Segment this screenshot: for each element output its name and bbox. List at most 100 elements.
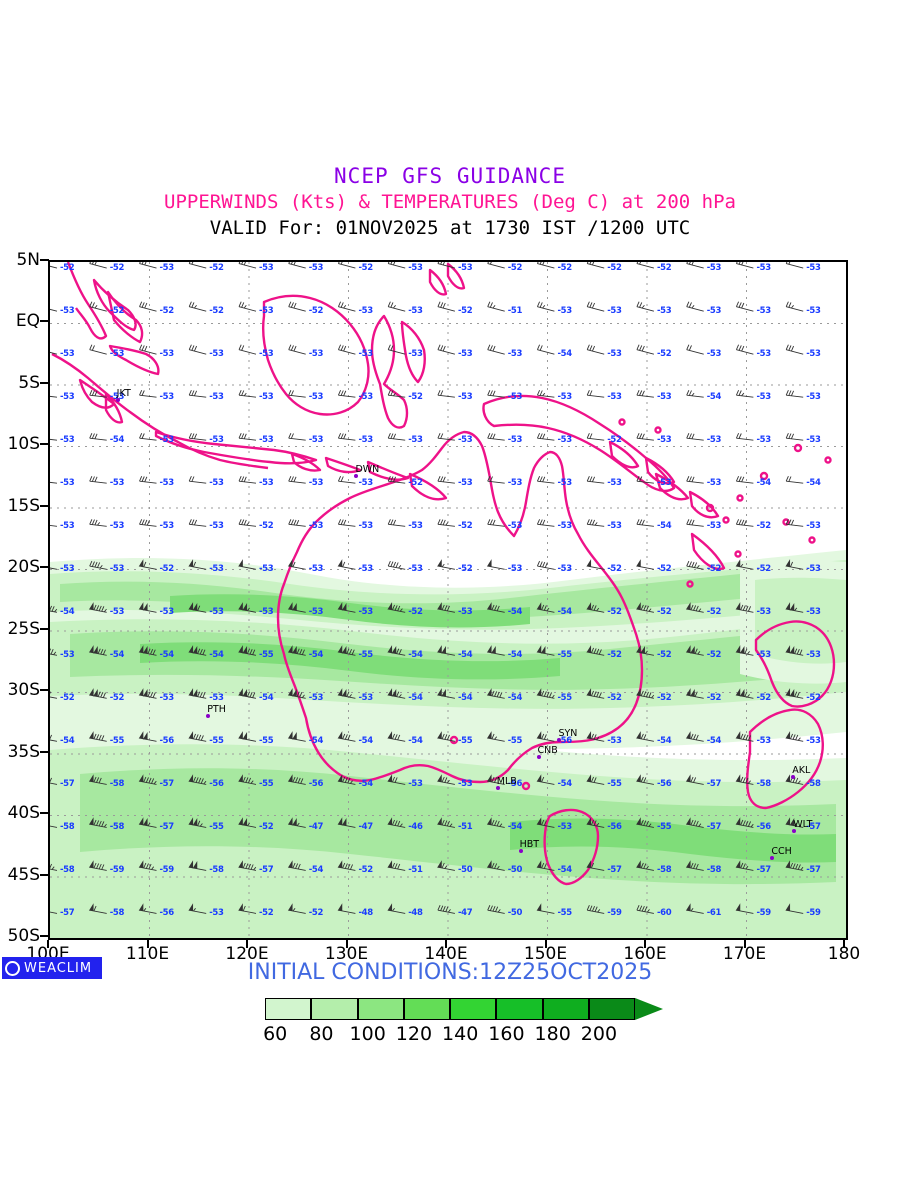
temperature-value: -53 <box>607 349 622 360</box>
y-axis-tick <box>40 812 49 815</box>
temperature-value: -53 <box>159 392 174 403</box>
temperature-value: -52 <box>258 822 274 833</box>
wind-barb <box>636 860 654 871</box>
y-axis-tick <box>40 259 49 261</box>
city-label: HBT <box>519 838 540 850</box>
temperature-value: -50 <box>507 908 523 919</box>
wind-barb <box>50 863 58 871</box>
temperature-value: -53 <box>557 392 572 403</box>
temperature-value: -52 <box>308 908 324 919</box>
temperature-value: -52 <box>656 650 672 661</box>
wind-barb <box>636 817 654 828</box>
wind-barb <box>50 481 58 484</box>
wind-barb <box>586 344 605 355</box>
wind-barb <box>487 905 505 914</box>
wind-barb <box>636 262 655 269</box>
temperature-value: -57 <box>806 822 821 833</box>
city-marker <box>791 774 796 779</box>
temperature-value: -53 <box>408 564 423 575</box>
wind-barb <box>88 903 107 914</box>
temperature-value: -53 <box>308 564 324 575</box>
wind-barb <box>288 390 306 398</box>
wind-barb <box>387 602 406 613</box>
temperature-value: -53 <box>557 521 572 532</box>
temperature-value: -54 <box>806 478 821 489</box>
weather-map[interactable]: -52 -52 -53 -52 -53 -53 -52 -53 -53 -52 -52 -52 -52 -… <box>48 260 848 940</box>
temperature-value: -53 <box>507 435 523 446</box>
wind-barb <box>139 301 157 312</box>
wind-barb <box>686 560 704 570</box>
y-axis-tick <box>40 566 49 569</box>
temperature-value: -53 <box>59 521 75 532</box>
temperature-value: -52 <box>358 865 373 876</box>
temperature-value: -52 <box>607 693 622 704</box>
temperature-value: -58 <box>656 865 672 876</box>
wind-barb <box>586 602 605 613</box>
wind-barb <box>287 903 306 914</box>
wind-barb <box>735 731 754 742</box>
wind-barb <box>536 344 555 355</box>
temperature-value: -53 <box>557 478 572 489</box>
temperature-value: -54 <box>408 736 423 747</box>
city-label: WLT <box>793 819 813 831</box>
temperature-value: -54 <box>507 693 523 704</box>
temperature-value: -53 <box>756 607 771 618</box>
temperature-value: -53 <box>358 306 373 317</box>
temperature-value: -57 <box>258 865 274 876</box>
wind-barb <box>586 645 605 656</box>
temperature-value: -54 <box>358 736 373 747</box>
temperature-value: -51 <box>507 306 523 317</box>
wind-barb <box>287 602 306 613</box>
temperature-value: -53 <box>457 435 473 446</box>
temperature-value: -53 <box>209 392 224 403</box>
wind-barb <box>486 559 505 570</box>
temperature-value: -58 <box>59 822 75 833</box>
colorbar-segment <box>403 998 450 1020</box>
city-marker <box>115 397 120 402</box>
x-axis-tick-label: 150E <box>523 944 568 964</box>
wind-barb <box>89 262 107 269</box>
temperature-value: -54 <box>507 607 523 618</box>
wind-barb <box>337 433 356 441</box>
wind-barb <box>138 602 157 613</box>
y-axis-tick-label: 10S <box>7 434 40 455</box>
temperature-value: -53 <box>159 349 174 360</box>
temperature-value: -52 <box>607 263 622 274</box>
temperature-value: -53 <box>358 607 373 618</box>
wind-barb <box>337 390 356 398</box>
temperature-value: -54 <box>408 650 423 661</box>
wind-barb <box>785 262 804 269</box>
wind-barb <box>586 559 605 570</box>
wind-barb <box>685 774 704 785</box>
wind-barb <box>437 688 455 699</box>
wind-barb <box>785 559 804 570</box>
wind-barb <box>387 390 406 398</box>
temperature-value: -53 <box>59 306 75 317</box>
wind-barb <box>138 817 157 828</box>
wind-barb <box>785 817 804 828</box>
temperature-value: -52 <box>756 564 771 575</box>
temperature-value: -56 <box>159 736 174 747</box>
x-axis-tick-label: 120E <box>225 944 269 964</box>
wind-barb <box>486 774 505 785</box>
wind-barb <box>387 262 406 269</box>
temperature-value: -53 <box>109 478 125 489</box>
temperature-value: -53 <box>756 263 771 274</box>
temperature-value: -52 <box>656 349 672 360</box>
wind-barb <box>586 476 605 484</box>
temperature-value: -53 <box>308 392 324 403</box>
temperature-value: -53 <box>209 435 224 446</box>
wind-barb <box>50 308 58 312</box>
wind-barb <box>50 351 58 355</box>
wind-barb <box>238 645 257 656</box>
temperature-value: -53 <box>806 435 821 446</box>
wind-barb <box>536 560 555 570</box>
wind-barb <box>636 476 654 484</box>
temperature-value: -55 <box>507 736 523 747</box>
wind-barb <box>586 262 605 269</box>
wind-barb <box>238 433 257 441</box>
wind-barb <box>586 519 605 527</box>
x-axis-tick <box>47 940 49 948</box>
temperature-value: -52 <box>507 263 523 274</box>
wind-barb <box>50 648 58 656</box>
